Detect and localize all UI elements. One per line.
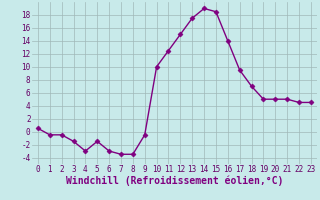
X-axis label: Windchill (Refroidissement éolien,°C): Windchill (Refroidissement éolien,°C) <box>66 176 283 186</box>
